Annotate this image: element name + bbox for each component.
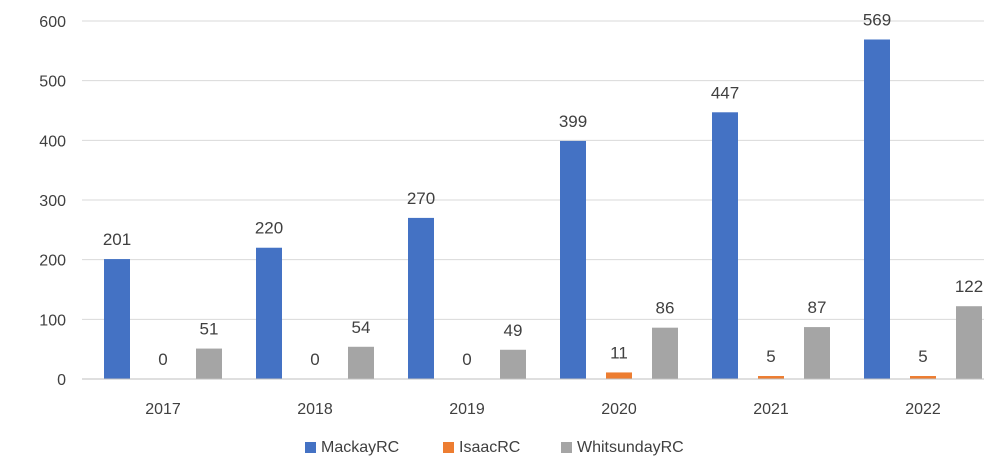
y-tick-label: 200	[39, 253, 66, 270]
bar-WhitsundayRC-2021	[804, 327, 830, 379]
data-label-IsaacRC-2018: 0	[310, 350, 319, 369]
bar-MackayRC-2022	[864, 39, 890, 379]
x-axis-ticks: 2017 2018 2019 2020 2021 2022	[145, 401, 941, 418]
legend-label-IsaacRC: IsaacRC	[459, 439, 520, 456]
data-label-WhitsundayRC-2020: 86	[656, 299, 675, 318]
x-tick-label-2018: 2018	[297, 401, 333, 418]
data-label-MackayRC-2022: 569	[863, 10, 891, 29]
bars	[104, 39, 982, 379]
y-tick-label: 500	[39, 74, 66, 91]
x-tick-label-2021: 2021	[753, 401, 789, 418]
data-label-IsaacRC-2019: 0	[462, 350, 471, 369]
bar-WhitsundayRC-2022	[956, 306, 982, 379]
data-label-MackayRC-2021: 447	[711, 83, 739, 102]
bar-IsaacRC-2020	[606, 372, 632, 379]
data-label-IsaacRC-2020: 11	[610, 343, 628, 362]
data-label-MackayRC-2020: 399	[559, 112, 587, 131]
y-tick-label: 100	[39, 312, 66, 329]
bar-WhitsundayRC-2018	[348, 346, 374, 379]
legend-swatch-IsaacRC	[443, 442, 454, 453]
data-label-IsaacRC-2017: 0	[158, 350, 167, 369]
x-tick-label-2019: 2019	[449, 401, 485, 418]
bar-IsaacRC-2021	[758, 376, 784, 379]
x-tick-label-2017: 2017	[145, 401, 181, 418]
data-labels: 201 0 51 220 0 54 270 0 49 399 11 86 447 5 87 569 5 122	[103, 10, 983, 369]
y-tick-label: 400	[39, 133, 66, 150]
bar-MackayRC-2021	[712, 112, 738, 379]
data-label-WhitsundayRC-2022: 122	[955, 277, 983, 296]
legend-label-MackayRC: MackayRC	[321, 439, 399, 456]
bar-MackayRC-2019	[408, 217, 434, 379]
gridlines	[82, 20, 984, 320]
y-tick-label: 300	[39, 193, 66, 210]
data-label-MackayRC-2018: 220	[255, 219, 283, 238]
bar-WhitsundayRC-2017	[196, 348, 222, 379]
data-label-WhitsundayRC-2018: 54	[352, 318, 371, 337]
x-tick-label-2022: 2022	[905, 401, 941, 418]
data-label-IsaacRC-2021: 5	[766, 347, 775, 366]
y-axis-ticks: 0 100 200 300 400 500 600	[39, 14, 66, 389]
data-label-WhitsundayRC-2021: 87	[808, 298, 827, 317]
data-label-IsaacRC-2022: 5	[918, 347, 927, 366]
data-label-WhitsundayRC-2017: 51	[200, 320, 219, 339]
bar-WhitsundayRC-2019	[500, 349, 526, 379]
data-label-MackayRC-2019: 270	[407, 189, 435, 208]
bar-MackayRC-2017	[104, 259, 130, 379]
bar-MackayRC-2020	[560, 140, 586, 379]
legend-swatch-MackayRC	[305, 442, 316, 453]
legend-swatch-WhitsundayRC	[561, 442, 572, 453]
data-label-WhitsundayRC-2019: 49	[504, 321, 523, 340]
y-tick-label: 0	[57, 372, 66, 389]
data-label-MackayRC-2017: 201	[103, 230, 131, 249]
bar-WhitsundayRC-2020	[652, 327, 678, 379]
bar-MackayRC-2018	[256, 247, 282, 379]
legend: MackayRC IsaacRC WhitsundayRC	[305, 439, 684, 456]
legend-label-WhitsundayRC: WhitsundayRC	[577, 439, 684, 456]
bar-IsaacRC-2022	[910, 376, 936, 379]
y-tick-label: 600	[39, 14, 66, 31]
x-tick-label-2020: 2020	[601, 401, 637, 418]
